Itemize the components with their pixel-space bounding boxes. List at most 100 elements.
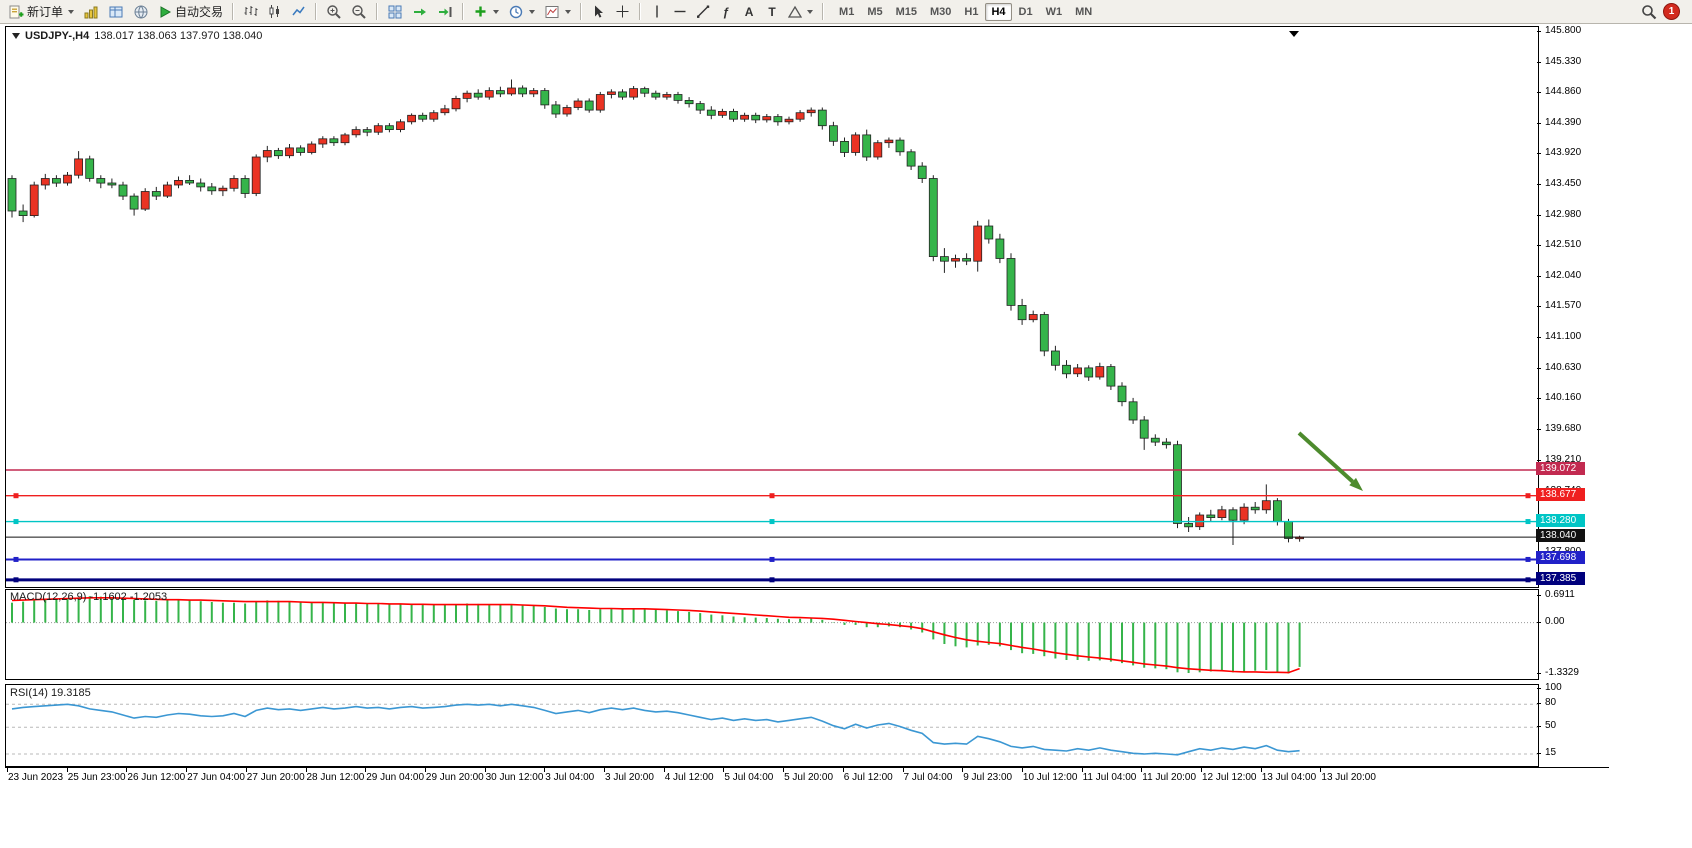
chart-shift-button[interactable] — [433, 1, 457, 23]
trendline-tool-button[interactable] — [692, 1, 714, 23]
charts-window-button[interactable] — [79, 1, 103, 23]
line-handle[interactable] — [13, 577, 19, 583]
line-handle[interactable] — [1525, 519, 1531, 525]
date-tick — [126, 768, 128, 772]
candle-body — [462, 92, 472, 99]
candle-body — [729, 111, 738, 120]
candle-body — [1117, 385, 1127, 403]
price-line-tag: 139.072 — [1536, 461, 1585, 475]
chart-shift-icon — [439, 6, 452, 17]
date-label: 5 Jul 04:00 — [724, 772, 774, 783]
candle-body — [340, 134, 350, 144]
candle-body — [1150, 437, 1160, 443]
search-icon[interactable] — [1641, 4, 1657, 20]
candle-body — [851, 134, 860, 153]
macd-signal-line — [11, 597, 1300, 674]
new-order-button[interactable]: 新订单 — [4, 1, 78, 23]
timeframe-m30[interactable]: M30 — [930, 5, 952, 18]
date-label: 27 Jun 04:00 — [187, 772, 245, 783]
indicators-button[interactable] — [469, 1, 503, 23]
line-handle[interactable] — [1525, 556, 1531, 562]
macd-panel[interactable] — [5, 589, 1539, 680]
horizontal-line-tool-button[interactable] — [669, 1, 691, 23]
line-handle[interactable] — [13, 556, 19, 562]
candle-body — [817, 109, 827, 127]
timeframe-m5[interactable]: M5 — [867, 5, 883, 18]
line-handle[interactable] — [769, 493, 775, 499]
line-chart-type-button[interactable] — [287, 1, 310, 23]
line-handle[interactable] — [13, 519, 19, 525]
market-watch-button[interactable] — [104, 1, 128, 23]
timeframe-m15[interactable]: M15 — [895, 5, 917, 18]
tile-windows-button[interactable] — [383, 1, 407, 23]
bar-chart-type-button[interactable] — [239, 1, 262, 23]
main-chart-panel[interactable] — [5, 26, 1539, 588]
candle-body — [584, 100, 594, 111]
notification-badge[interactable]: 1 — [1663, 3, 1680, 20]
candle-body — [940, 256, 949, 262]
auto-scroll-button[interactable] — [408, 1, 432, 23]
text-tool-icon: A — [744, 4, 754, 19]
timeframe-m1[interactable]: M1 — [839, 5, 855, 18]
candle-body — [1039, 314, 1049, 352]
periods-button[interactable] — [504, 1, 539, 23]
shapes-tool-button[interactable] — [784, 1, 817, 23]
line-handle[interactable] — [769, 556, 775, 562]
candle-body — [917, 165, 927, 179]
arrow-annotation[interactable] — [1297, 431, 1354, 484]
line-handle[interactable] — [769, 577, 775, 583]
candle-body — [895, 139, 905, 153]
line-handle[interactable] — [13, 493, 19, 499]
candle-body — [407, 114, 417, 123]
candle-body — [1206, 514, 1216, 518]
zoom-in-button[interactable] — [322, 1, 346, 23]
zoom-out-button[interactable] — [347, 1, 371, 23]
candle-body — [1073, 367, 1082, 375]
template-chart-icon — [545, 5, 559, 18]
candle-body — [718, 111, 727, 116]
templates-button[interactable] — [540, 1, 575, 23]
date-tick — [962, 768, 964, 772]
candle-body — [1261, 500, 1271, 511]
price-axis-label: 142.980 — [1545, 208, 1582, 220]
cursor-button[interactable] — [587, 1, 610, 23]
candle-body — [1106, 366, 1116, 387]
date-label: 13 Jul 04:00 — [1261, 772, 1317, 783]
price-axis-label: 143.920 — [1545, 147, 1582, 159]
fibonacci-tool-button[interactable]: ƒ — [715, 1, 737, 23]
zoom-out-icon — [352, 4, 366, 19]
cursor-arrow-icon — [595, 5, 604, 18]
date-tick — [484, 768, 486, 772]
price-line-tag: 138.280 — [1536, 513, 1585, 527]
timeframe-w1[interactable]: W1 — [1045, 5, 1063, 18]
rsi-value: 19.3185 — [50, 687, 91, 699]
axis-tick — [1537, 688, 1541, 689]
label-tool-button[interactable]: T — [761, 1, 783, 23]
vertical-line-tool-button[interactable] — [646, 1, 668, 23]
timeframe-d1[interactable]: D1 — [1018, 5, 1033, 18]
community-button[interactable] — [129, 1, 153, 23]
timeframe-mn[interactable]: MN — [1075, 5, 1093, 18]
price-axis-label: 145.330 — [1545, 55, 1582, 67]
auto-trading-button[interactable]: 自动交易 — [154, 1, 227, 23]
arrow-annotation-head[interactable] — [1349, 477, 1363, 491]
text-tool-button[interactable]: A — [738, 1, 760, 23]
candle-body — [74, 158, 83, 176]
candle-body — [1095, 366, 1105, 378]
timeframe-h4[interactable]: H4 — [985, 2, 1012, 21]
candle-body — [185, 179, 195, 184]
candle-body — [1184, 523, 1193, 528]
date-label: 6 Jul 12:00 — [843, 772, 893, 783]
date-tick — [305, 768, 307, 772]
line-handle[interactable] — [769, 519, 775, 525]
line-handle[interactable] — [1525, 577, 1531, 583]
crosshair-button[interactable] — [611, 1, 634, 23]
candlestick-icon — [269, 5, 280, 18]
timeframe-h1[interactable]: H1 — [964, 5, 979, 18]
candle-body — [673, 94, 683, 101]
candlestick-type-button[interactable] — [263, 1, 286, 23]
rsi-panel[interactable] — [5, 684, 1539, 767]
date-tick — [245, 768, 247, 772]
line-handle[interactable] — [1525, 493, 1531, 499]
candle-body — [140, 191, 150, 210]
